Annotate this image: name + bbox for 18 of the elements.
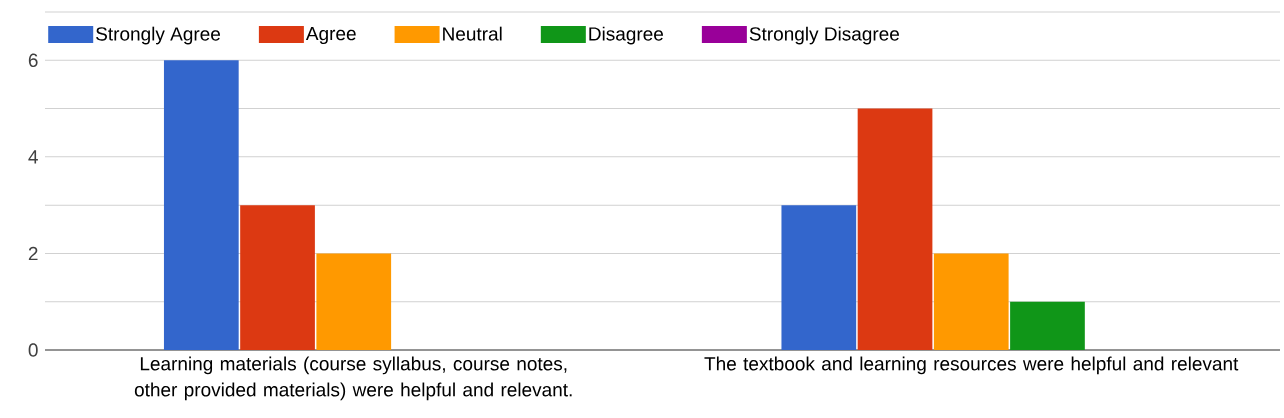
legend-label: Disagree xyxy=(589,26,664,45)
bar xyxy=(1010,301,1085,350)
bar xyxy=(316,253,392,350)
legend-label: Agree xyxy=(305,27,356,45)
x-tick-label: Learning materials (course syllabus, course notes, other provided materials) were helpful and relevant. xyxy=(134,356,572,401)
y-tick-label: 4 xyxy=(28,150,38,164)
y-tick-label: 0 xyxy=(28,343,38,357)
y-tick-label: 6 xyxy=(28,53,38,68)
bar xyxy=(163,60,239,350)
legend-label: Neutral xyxy=(443,26,502,41)
y-tick-label: 2 xyxy=(28,246,38,261)
legend-label: Strongly Agree xyxy=(96,26,221,45)
bar xyxy=(857,108,933,350)
bar xyxy=(240,205,315,350)
bar xyxy=(933,253,1009,350)
legend-label: Strongly Disagree xyxy=(749,26,899,45)
bar xyxy=(781,205,857,350)
x-tick-label: The textbook and learning resources were helpful and relevant xyxy=(704,356,1239,375)
